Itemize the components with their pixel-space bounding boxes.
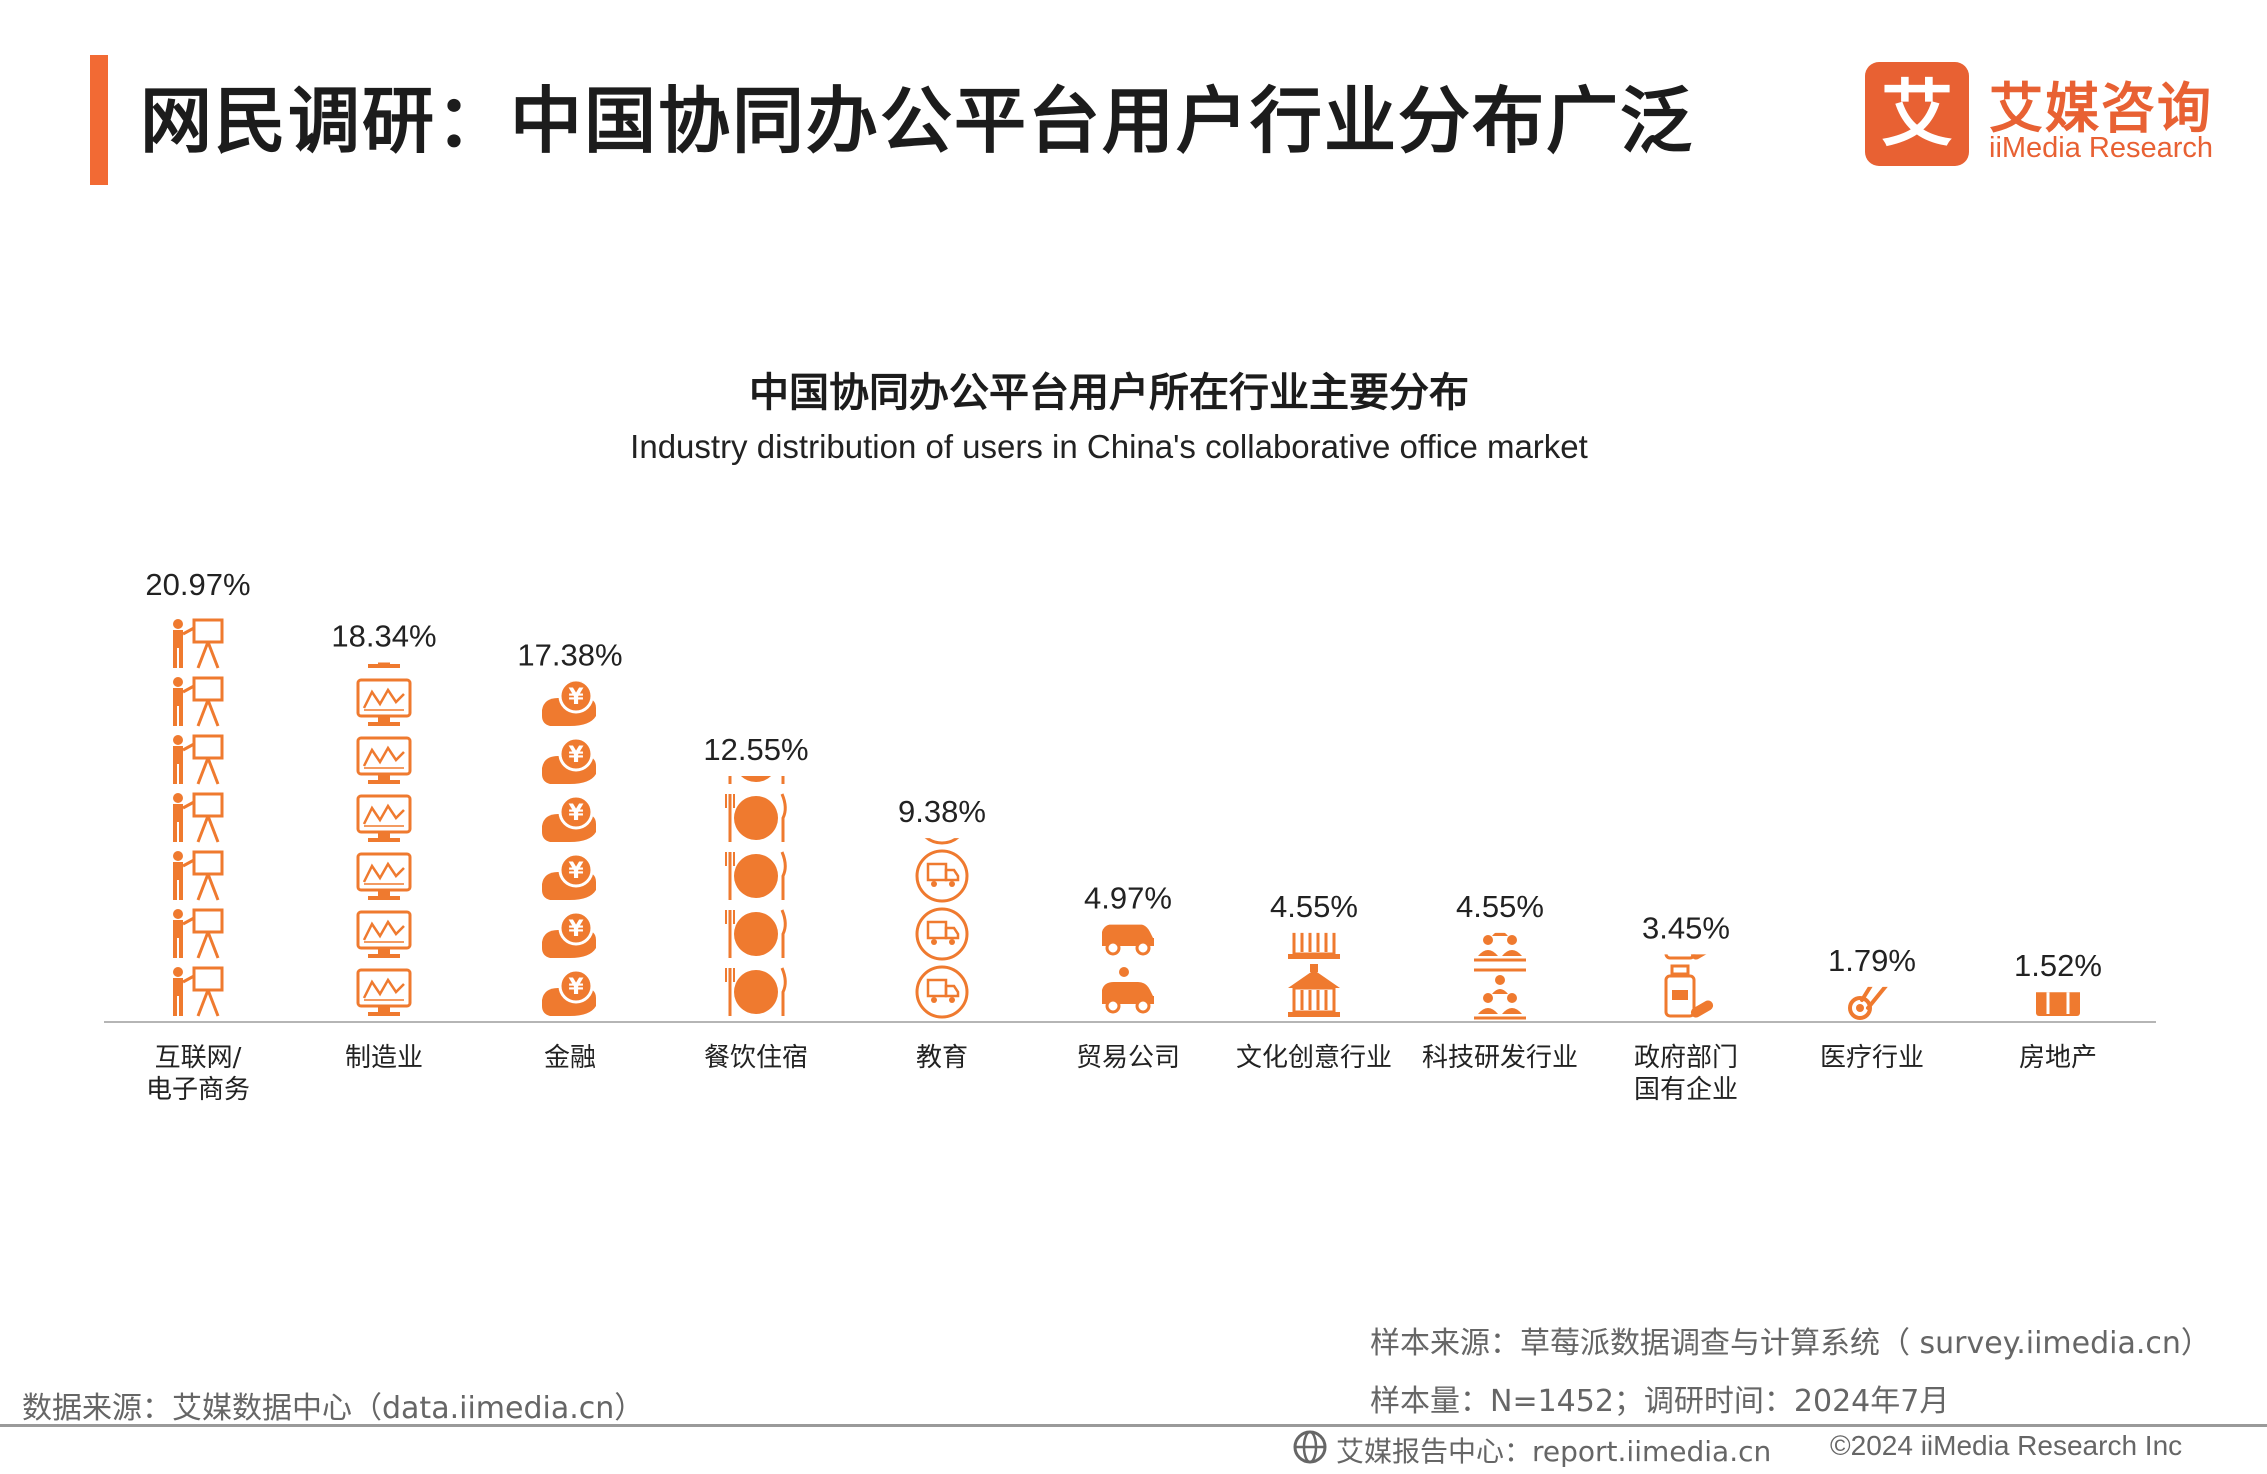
fork-knife-plate-icon (725, 909, 787, 958)
building-pagoda-icon (1288, 932, 1340, 959)
bar-fork-knife-plate (725, 776, 787, 1016)
bar-value-label: 4.55% (1456, 889, 1544, 924)
hand-coin-yen-icon: ¥ (542, 968, 596, 1016)
bar-value-label: 4.55% (1270, 889, 1358, 924)
chart-title: 中国协同办公平台用户所在行业主要分布 (749, 370, 1469, 416)
title-accent-bar (90, 55, 108, 185)
car-icon (1102, 924, 1154, 956)
medicine-bottle-icon (1664, 964, 1714, 1018)
bar-medicine-bottle (1664, 954, 1714, 1018)
fork-knife-plate-icon (728, 776, 785, 784)
bar-value-label: 12.55% (703, 732, 808, 767)
category-label: 房地产 (2019, 1043, 2097, 1073)
category-label: 科技研发行业 (1422, 1043, 1578, 1073)
medicine-bottle-icon (1664, 954, 1714, 960)
svg-text:¥: ¥ (568, 801, 584, 826)
copyright-text: ©2024 iiMedia Research Inc (1830, 1430, 2183, 1461)
svg-text:¥: ¥ (568, 975, 584, 1000)
car-icon (1102, 967, 1154, 1014)
category-label: 医疗行业 (1820, 1043, 1924, 1073)
svg-text:¥: ¥ (568, 917, 584, 942)
hand-coin-yen-icon: ¥ (542, 852, 596, 900)
page-title: 网民调研：中国协同办公平台用户行业分布广泛 (140, 79, 1695, 163)
suitcase-icon (2036, 992, 2080, 1016)
bar-value-label: 1.52% (2014, 948, 2102, 983)
bar-hand-coin-yen: ¥¥¥¥¥¥¥ (542, 681, 596, 1016)
category-label: 贸易公司 (1076, 1043, 1180, 1073)
bar-value-label: 17.38% (517, 637, 622, 672)
truck-circle-icon (924, 838, 960, 845)
presenter-easel-icon (173, 966, 224, 1017)
monitor-chart-icon (356, 678, 412, 726)
presenter-easel-icon (173, 850, 224, 901)
logo-name-cn: 艾媒咨询 (1989, 77, 2213, 140)
sample-info-text: 样本量：N=1452；调研时间：2024年7月 (1370, 1384, 1950, 1419)
chart-subtitle: Industry distribution of users in China'… (630, 428, 1588, 465)
hand-coin-yen-icon: ¥ (542, 736, 596, 784)
bar-suitcase (2036, 992, 2080, 1016)
building-pagoda-icon (1288, 964, 1340, 1017)
team-people-icon (1474, 968, 1526, 1020)
bar-monitor-chart (356, 662, 412, 1016)
monitor-chart-icon (356, 910, 412, 958)
team-people-icon (1474, 932, 1526, 962)
category-label: 餐饮住宿 (704, 1043, 808, 1073)
monitor-chart-icon (356, 794, 412, 842)
bar-value-label: 9.38% (898, 794, 986, 829)
category-label: 政府部门国有企业 (1634, 1043, 1738, 1105)
bar-thermometer (1848, 986, 1888, 1020)
truck-circle-icon (915, 965, 969, 1019)
category-label: 金融 (544, 1043, 596, 1073)
fork-knife-plate-icon (725, 851, 787, 900)
bar-value-label: 20.97% (145, 567, 250, 602)
category-label: 互联网/电子商务 (146, 1043, 250, 1105)
svg-text:¥: ¥ (568, 685, 584, 710)
presenter-easel-icon (173, 734, 224, 785)
bar-building-pagoda (1288, 932, 1340, 1017)
bar-value-label: 3.45% (1642, 910, 1730, 945)
bar-value-label: 4.97% (1084, 881, 1172, 916)
category-label: 文化创意行业 (1236, 1043, 1392, 1073)
thermometer-icon (1848, 986, 1888, 1020)
sample-source-text: 样本来源：草莓派数据调查与计算系统（ survey.iimedia.cn） (1370, 1326, 2211, 1361)
hand-coin-yen-icon: ¥ (542, 910, 596, 958)
presenter-easel-icon (173, 908, 224, 959)
footer-divider (0, 1424, 2267, 1427)
report-center-link[interactable]: 艾媒报告中心：report.iimedia.cn (1336, 1435, 1772, 1468)
presenter-easel-icon (173, 792, 224, 843)
monitor-chart-icon (368, 662, 400, 668)
bar-value-label: 18.34% (331, 619, 436, 654)
monitor-chart-icon (356, 852, 412, 900)
category-label: 教育 (916, 1043, 968, 1073)
monitor-chart-icon (356, 736, 412, 784)
data-source-text: 数据来源：艾媒数据中心（data.iimedia.cn） (22, 1391, 645, 1426)
globe-icon (1293, 1430, 1327, 1464)
hand-coin-yen-icon: ¥ (542, 681, 596, 726)
logo-mark: 艾 (1865, 62, 1969, 166)
truck-circle-icon (915, 907, 969, 961)
hand-coin-yen-icon: ¥ (542, 794, 596, 842)
svg-text:¥: ¥ (568, 743, 584, 768)
presenter-easel-icon (173, 618, 224, 669)
logo-name-en: iiMedia Research (1989, 132, 2214, 164)
svg-text:¥: ¥ (568, 859, 584, 884)
bar-car (1102, 924, 1154, 1014)
truck-circle-icon (915, 849, 969, 903)
presenter-easel-icon (173, 676, 224, 727)
fork-knife-plate-icon (725, 793, 787, 842)
iimedia-logo: 艾 艾媒咨询 iiMedia Research (1865, 62, 2225, 172)
category-label: 制造业 (345, 1043, 423, 1073)
bar-team-people (1474, 932, 1526, 1020)
bar-truck-circle (915, 838, 969, 1019)
bar-value-label: 1.79% (1828, 943, 1916, 978)
bar-presenter-easel (173, 618, 224, 1017)
fork-knife-plate-icon (725, 967, 787, 1016)
monitor-chart-icon (356, 968, 412, 1016)
